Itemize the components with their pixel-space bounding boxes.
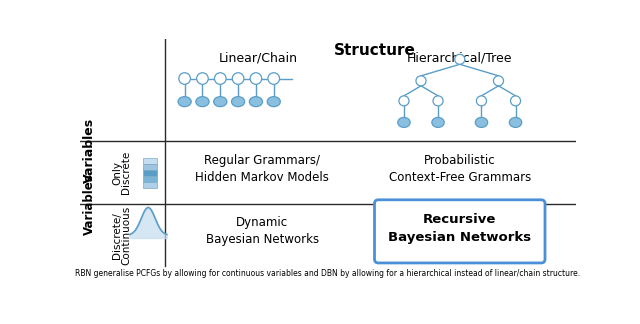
Ellipse shape xyxy=(267,97,280,107)
Circle shape xyxy=(476,96,486,106)
Text: Structure: Structure xyxy=(333,43,415,58)
Text: RBN generalise PCFGs by allowing for continuous variables and DBN by allowing fo: RBN generalise PCFGs by allowing for con… xyxy=(76,269,580,278)
Ellipse shape xyxy=(196,97,209,107)
Circle shape xyxy=(250,73,262,84)
Ellipse shape xyxy=(397,117,410,127)
Circle shape xyxy=(232,73,244,84)
Bar xyxy=(143,182,157,188)
Bar xyxy=(143,176,157,182)
Circle shape xyxy=(399,96,409,106)
Ellipse shape xyxy=(509,117,522,127)
Ellipse shape xyxy=(476,117,488,127)
Text: Variables: Variables xyxy=(83,173,96,235)
Ellipse shape xyxy=(178,97,191,107)
Text: Variables: Variables xyxy=(83,118,96,183)
Circle shape xyxy=(214,73,226,84)
Bar xyxy=(143,164,157,170)
Circle shape xyxy=(179,73,191,84)
Circle shape xyxy=(196,73,208,84)
FancyBboxPatch shape xyxy=(374,200,545,263)
Text: Regular Grammars/
Hidden Markov Models: Regular Grammars/ Hidden Markov Models xyxy=(195,154,329,184)
Ellipse shape xyxy=(250,97,262,107)
Circle shape xyxy=(268,73,280,84)
Circle shape xyxy=(416,76,426,86)
Text: Recursive
Bayesian Networks: Recursive Bayesian Networks xyxy=(388,213,531,244)
Text: Hierarchical/Tree: Hierarchical/Tree xyxy=(407,51,513,64)
Ellipse shape xyxy=(214,97,227,107)
Circle shape xyxy=(511,96,520,106)
Bar xyxy=(143,158,157,164)
Ellipse shape xyxy=(432,117,444,127)
Bar xyxy=(143,170,157,176)
Text: Continuous: Continuous xyxy=(122,206,131,265)
Circle shape xyxy=(493,76,504,86)
Circle shape xyxy=(454,54,465,64)
Text: Discrete/: Discrete/ xyxy=(112,212,122,259)
Text: Probabilistic
Context-Free Grammars: Probabilistic Context-Free Grammars xyxy=(388,154,531,184)
Text: Linear/Chain: Linear/Chain xyxy=(219,51,298,64)
Text: Only: Only xyxy=(112,161,122,185)
Ellipse shape xyxy=(232,97,244,107)
Text: Dynamic
Bayesian Networks: Dynamic Bayesian Networks xyxy=(205,216,319,246)
Circle shape xyxy=(433,96,443,106)
Text: Discrete: Discrete xyxy=(122,151,131,194)
